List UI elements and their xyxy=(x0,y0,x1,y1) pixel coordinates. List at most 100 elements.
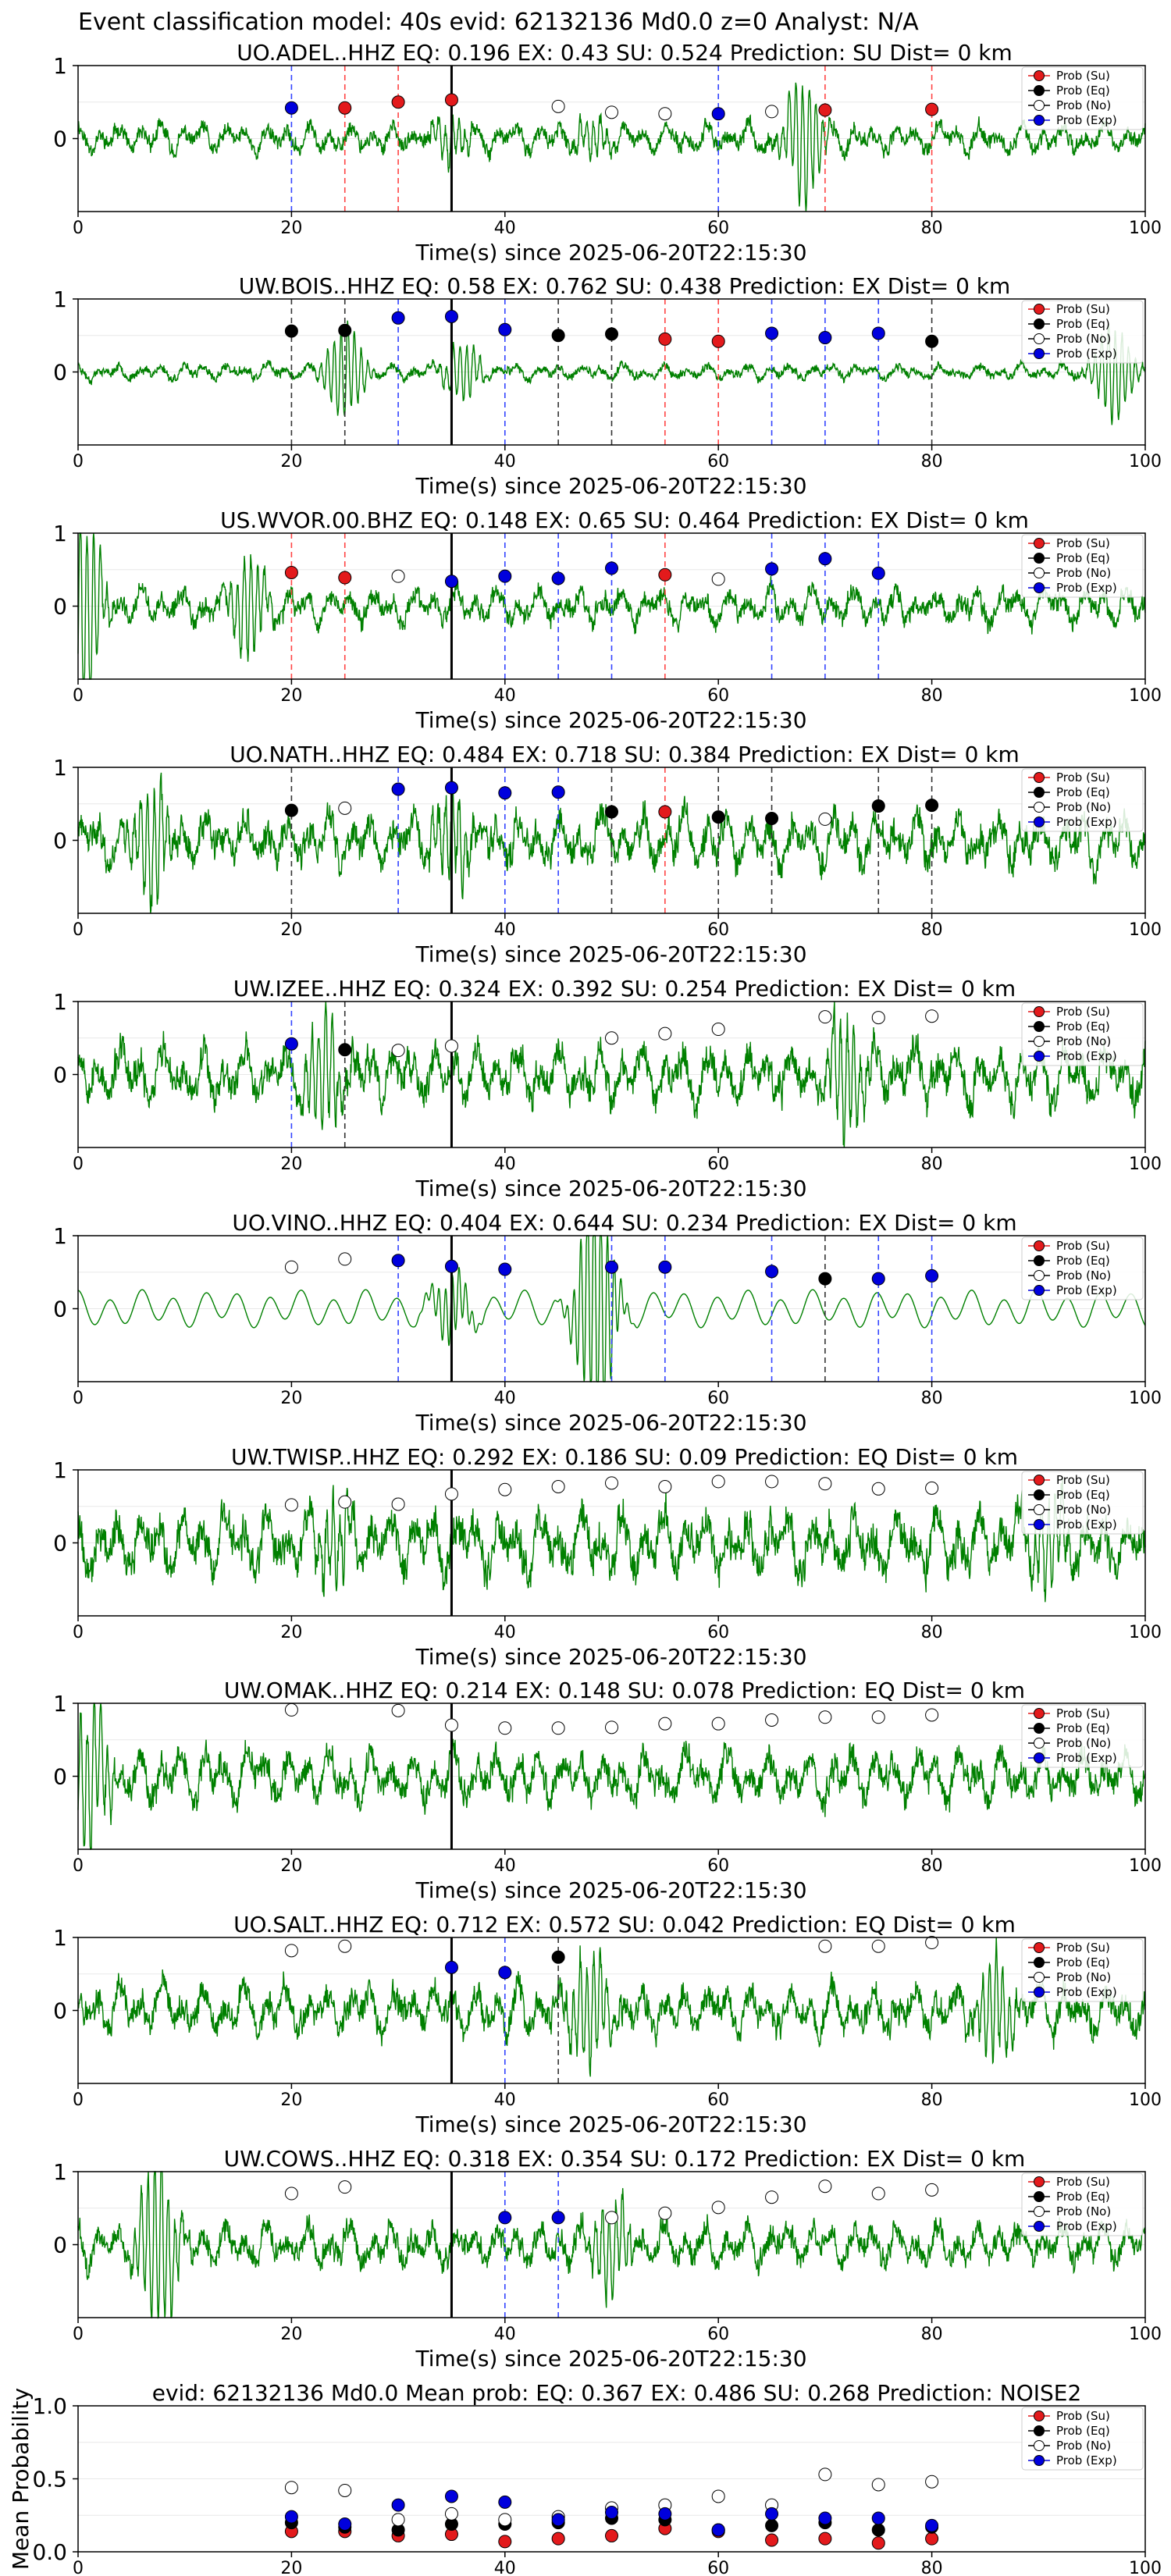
legend-marker-eq xyxy=(1034,2425,1045,2436)
x-tick-label: 20 xyxy=(280,219,302,238)
legend-label-exp: Prob (Exp) xyxy=(1056,1049,1117,1063)
legend-marker-eq xyxy=(1034,787,1045,798)
probability-point-no xyxy=(871,1011,885,1025)
x-tick-label: 100 xyxy=(1129,1623,1162,1642)
x-tick-label: 60 xyxy=(707,1623,729,1642)
probability-point-exp xyxy=(605,1260,618,1274)
probability-point-no xyxy=(711,1717,725,1731)
probability-point-exp xyxy=(498,322,512,336)
x-axis-label: Time(s) since 2025-06-20T22:15:30 xyxy=(415,1877,806,1903)
legend-box xyxy=(1021,2172,1144,2236)
mean-point-su xyxy=(498,2535,512,2549)
legend-label-su: Prob (Su) xyxy=(1056,1005,1110,1019)
probability-point-no xyxy=(818,1010,832,1024)
x-tick-label: 40 xyxy=(494,2325,516,2344)
probability-point-exp xyxy=(658,1260,672,1274)
legend-label-su: Prob (Su) xyxy=(1056,69,1110,83)
probability-point-no xyxy=(711,1023,725,1037)
probability-point-no xyxy=(338,1495,352,1509)
legend-marker-no xyxy=(1034,2440,1045,2451)
y-tick-label: 1 xyxy=(53,1691,67,1717)
probability-point-no xyxy=(711,1475,725,1489)
station-panel: UO.ADEL..HHZ EQ: 0.196 EX: 0.43 SU: 0.52… xyxy=(53,40,1162,265)
legend-marker-eq xyxy=(1034,2191,1045,2202)
legend-label-no: Prob (No) xyxy=(1056,2204,1111,2218)
x-tick-label: 80 xyxy=(921,1155,943,1174)
probability-point-exp xyxy=(871,566,885,580)
x-tick-label: 40 xyxy=(494,1623,516,1642)
x-tick-label: 40 xyxy=(494,686,516,706)
y-tick-label: 1 xyxy=(53,1223,67,1249)
probability-point-no xyxy=(498,1721,512,1735)
probability-point-no xyxy=(444,1487,458,1501)
station-panel: UW.TWISP..HHZ EQ: 0.292 EX: 0.186 SU: 0.… xyxy=(53,1444,1162,1670)
legend-label-eq: Prob (Eq) xyxy=(1056,785,1110,799)
legend-marker-exp xyxy=(1034,817,1045,827)
y-tick-label: 0 xyxy=(53,594,67,620)
y-tick-label: 1 xyxy=(53,755,67,781)
mean-point-exp xyxy=(765,2507,779,2521)
probability-point-exp xyxy=(444,575,458,589)
probability-point-no xyxy=(284,1260,298,1274)
waveform-trace xyxy=(77,2171,1146,2319)
waveform-trace xyxy=(77,1001,1146,1148)
mean-point-su xyxy=(925,2532,939,2546)
probability-point-exp xyxy=(444,781,458,795)
y-tick-label: 1 xyxy=(53,1457,67,1483)
legend-marker-eq xyxy=(1034,553,1045,564)
mean-point-exp xyxy=(818,2511,832,2525)
probability-point-eq xyxy=(605,805,618,819)
legend-marker-exp xyxy=(1034,582,1045,593)
probability-point-su xyxy=(658,332,672,346)
x-tick-label: 20 xyxy=(280,2559,302,2576)
probability-point-no xyxy=(605,2211,618,2225)
probability-point-eq xyxy=(765,811,779,825)
probability-point-no xyxy=(818,1477,832,1491)
x-tick-label: 0 xyxy=(73,219,84,238)
probability-point-no xyxy=(818,812,832,826)
probability-point-no xyxy=(818,2179,832,2194)
probability-point-exp xyxy=(818,552,832,566)
station-panel: UW.COWS..HHZ EQ: 0.318 EX: 0.354 SU: 0.1… xyxy=(53,2146,1162,2371)
x-tick-label: 40 xyxy=(494,1856,516,1876)
legend-marker-no xyxy=(1034,1036,1045,1047)
x-axis-label: Time(s) since 2025-06-20T22:15:30 xyxy=(415,1644,806,1670)
legend-marker-no xyxy=(1034,100,1045,111)
probability-point-no xyxy=(658,2206,672,2220)
probability-point-no xyxy=(658,1026,672,1041)
x-tick-label: 100 xyxy=(1129,1856,1162,1876)
y-tick-label: 0 xyxy=(53,1062,67,1088)
legend-label-exp: Prob (Exp) xyxy=(1056,581,1117,595)
figure-title: Event classification model: 40s evid: 62… xyxy=(78,9,919,36)
legend-label-no: Prob (No) xyxy=(1056,800,1111,814)
probability-point-exp xyxy=(551,785,565,799)
x-tick-label: 0 xyxy=(73,920,84,940)
x-tick-label: 20 xyxy=(280,1155,302,1174)
probability-point-eq xyxy=(338,323,352,337)
legend-label-su: Prob (Su) xyxy=(1056,1239,1110,1253)
mean-point-eq xyxy=(871,2523,885,2537)
probability-point-no xyxy=(284,2186,298,2201)
probability-point-no xyxy=(391,569,405,583)
x-tick-label: 100 xyxy=(1129,920,1162,940)
y-tick-label: 1 xyxy=(53,53,67,79)
x-tick-label: 100 xyxy=(1129,2325,1162,2344)
x-tick-label: 60 xyxy=(707,452,729,471)
probability-point-no xyxy=(925,2183,939,2197)
legend-box xyxy=(1021,66,1144,130)
y-tick-label: 0.0 xyxy=(32,2539,67,2565)
probability-point-exp xyxy=(498,1966,512,1980)
probability-point-no xyxy=(284,1944,298,1958)
x-tick-label: 20 xyxy=(280,1389,302,1408)
x-tick-label: 60 xyxy=(707,219,729,238)
legend-box xyxy=(1021,300,1144,364)
y-tick-label: 0.5 xyxy=(32,2467,67,2492)
station-panel: UO.SALT..HHZ EQ: 0.712 EX: 0.572 SU: 0.0… xyxy=(53,1912,1162,2137)
probability-point-no xyxy=(605,1720,618,1735)
y-tick-label: 1 xyxy=(53,2159,67,2185)
x-tick-label: 20 xyxy=(280,2090,302,2110)
x-tick-label: 40 xyxy=(494,219,516,238)
legend-label-exp: Prob (Exp) xyxy=(1056,1751,1117,1765)
x-tick-label: 100 xyxy=(1129,219,1162,238)
legend-label-exp: Prob (Exp) xyxy=(1056,347,1117,361)
